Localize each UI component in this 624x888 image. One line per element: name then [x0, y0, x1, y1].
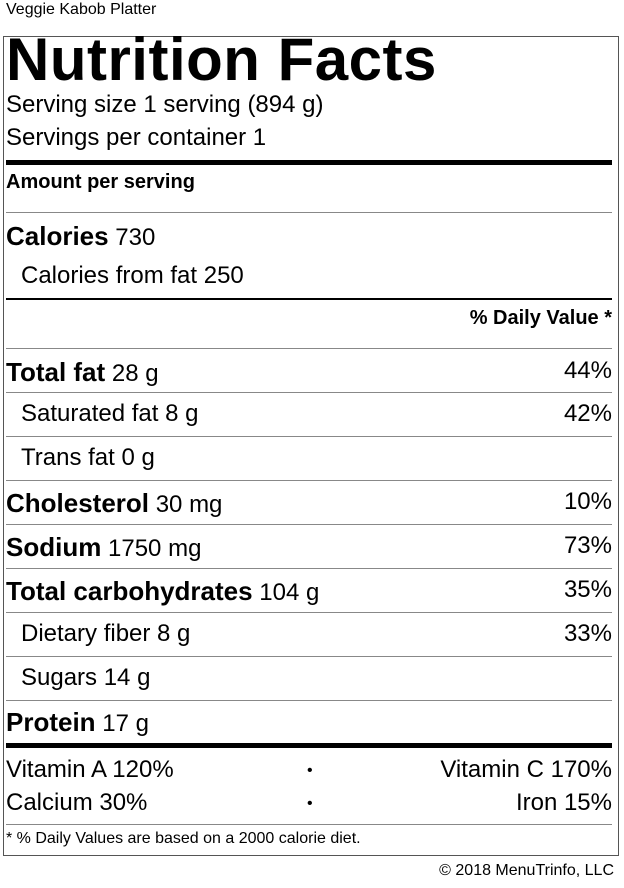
saturated-fat-row: Saturated fat 8 g 42% [21, 400, 612, 428]
product-title: Veggie Kabob Platter [6, 1, 157, 18]
thick-divider [6, 743, 612, 748]
saturated-fat-label: Saturated fat 8 g [21, 400, 199, 427]
total-fat-row: Total fat 28 g 44% [6, 357, 612, 388]
divider [6, 656, 612, 657]
medium-divider [6, 298, 612, 300]
nutrition-label [3, 36, 619, 856]
cholesterol-dv: 10% [563, 488, 612, 515]
divider [6, 480, 612, 481]
total-carbs-dv: 35% [563, 576, 612, 603]
dietary-fiber-row: Dietary fiber 8 g 33% [21, 620, 612, 648]
calories-value: 730 [115, 224, 156, 251]
calories-from-fat: Calories from fat 250 [21, 262, 244, 289]
sugars-label: Sugars 14 g [21, 664, 151, 691]
daily-value-header: % Daily Value * [469, 307, 612, 329]
footnote: * % Daily Values are based on a 2000 cal… [6, 830, 361, 847]
saturated-fat-dv: 42% [563, 400, 612, 427]
thick-divider [6, 160, 612, 165]
protein-row: Protein 17 g [6, 707, 612, 738]
total-fat-label: Total fat [6, 357, 106, 387]
divider [6, 568, 612, 569]
divider [6, 212, 612, 213]
divider [6, 612, 612, 613]
iron: Iron 15% [515, 789, 612, 816]
calories-label: Calories [6, 221, 109, 251]
sodium-amount: 1750 mg [108, 535, 202, 562]
cholesterol-amount: 30 mg [155, 491, 223, 518]
divider [6, 436, 612, 437]
total-carbs-amount: 104 g [259, 579, 320, 606]
dietary-fiber-dv: 33% [563, 620, 612, 647]
cholesterol-label: Cholesterol [6, 488, 150, 518]
serving-size: Serving size 1 serving (894 g) [6, 91, 324, 118]
divider [6, 348, 612, 349]
dietary-fiber-label: Dietary fiber 8 g [21, 620, 191, 647]
trans-fat-label: Trans fat 0 g [21, 444, 155, 471]
cholesterol-row: Cholesterol 30 mg 10% [6, 488, 612, 519]
total-fat-dv: 44% [563, 357, 612, 384]
vitamin-c: Vitamin C 170% [440, 756, 612, 783]
bullet-separator: • [307, 795, 313, 812]
sugars-row: Sugars 14 g [21, 664, 612, 692]
divider [6, 392, 612, 393]
total-carbs-row: Total carbohydrates 104 g 35% [6, 576, 612, 607]
amount-per-serving: Amount per serving [6, 171, 195, 193]
calories-row: Calories 730 [6, 221, 612, 252]
sodium-row: Sodium 1750 mg 73% [6, 532, 612, 563]
protein-label: Protein [6, 707, 96, 737]
bullet-separator: • [307, 762, 313, 779]
copyright: © 2018 MenuTrinfo, LLC [439, 862, 614, 879]
total-fat-amount: 28 g [111, 360, 159, 387]
sodium-label: Sodium [6, 532, 102, 562]
calcium: Calcium 30% [6, 789, 148, 816]
divider [6, 524, 612, 525]
divider [6, 700, 612, 701]
total-carbs-label: Total carbohydrates [6, 576, 253, 606]
trans-fat-row: Trans fat 0 g [21, 444, 612, 472]
servings-per-container: Servings per container 1 [6, 124, 267, 151]
divider [6, 824, 612, 825]
nutrition-facts-heading: Nutrition Facts [6, 26, 437, 93]
sodium-dv: 73% [563, 532, 612, 559]
protein-amount: 17 g [102, 710, 149, 737]
vitamin-a: Vitamin A 120% [6, 756, 174, 783]
